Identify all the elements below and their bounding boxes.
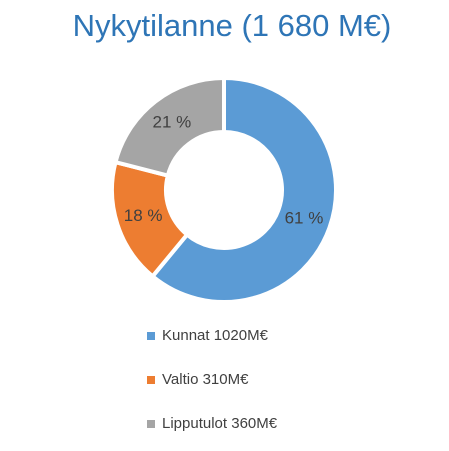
chart-title: Nykytilanne (1 680 M€) — [73, 8, 392, 43]
legend-label: Lipputulot 360M€ — [162, 415, 278, 432]
slice-label: 18 % — [124, 206, 163, 225]
legend-label: Valtio 310M€ — [162, 371, 249, 388]
legend-label: Kunnat 1020M€ — [162, 327, 269, 344]
donut-slice — [149, 75, 338, 304]
legend-swatch — [147, 376, 155, 384]
slice-label: 61 % — [285, 208, 324, 227]
legend-swatch — [147, 420, 155, 428]
donut-slice — [113, 75, 226, 179]
slice-label: 21 % — [153, 112, 192, 131]
legend-swatch — [147, 332, 155, 340]
